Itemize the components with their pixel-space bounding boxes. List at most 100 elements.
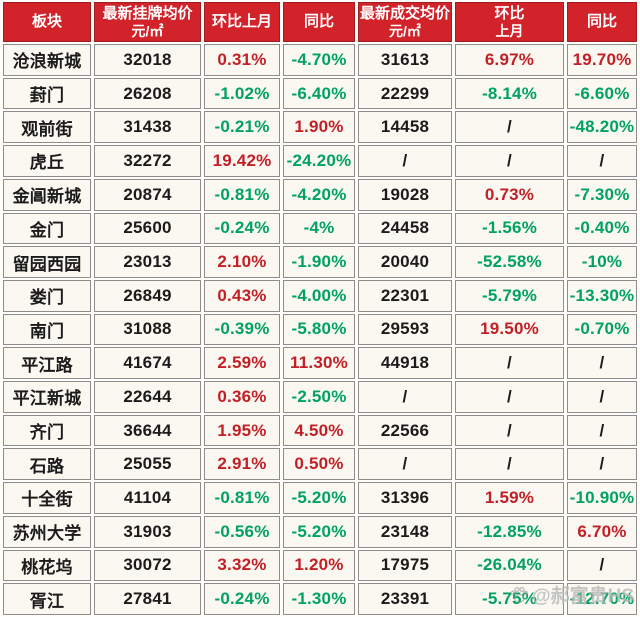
listing-avg-price: 22644 <box>94 381 201 413</box>
district-name: 南门 <box>3 313 91 346</box>
col-header-deal-yoy: 同比 <box>567 2 637 42</box>
listing-yoy-change: 4.50% <box>283 414 355 447</box>
district-name: 胥江 <box>3 583 91 615</box>
listing-mom-change: -0.24% <box>204 583 280 615</box>
deal-mom-change: -52.58% <box>455 246 564 278</box>
listing-yoy-change: -1.90% <box>283 246 355 278</box>
deal-yoy-change: / <box>567 414 637 447</box>
table-row: 平江路 41674 2.59% 11.30% 44918// <box>3 347 637 380</box>
deal-avg-price: 22566 <box>358 414 452 447</box>
listing-mom-change: -0.24% <box>204 212 280 245</box>
deal-avg-price: 17975 <box>358 549 452 582</box>
deal-yoy-change: 19.70% <box>567 44 637 76</box>
deal-mom-change: -5.79% <box>455 279 564 312</box>
listing-avg-price: 20874 <box>94 178 201 211</box>
deal-avg-price: / <box>358 145 452 177</box>
table-row: 南门 31088 -0.39% -5.80% 29593 19.50% -0.70% <box>3 313 637 346</box>
deal-avg-price: 23391 <box>358 583 452 615</box>
listing-yoy-change: 0.50% <box>283 448 355 481</box>
deal-avg-price: 22301 <box>358 279 452 312</box>
deal-yoy-change: -0.70% <box>567 313 637 346</box>
listing-yoy-change: 1.90% <box>283 111 355 144</box>
listing-yoy-change: -4.20% <box>283 178 355 211</box>
listing-avg-price: 23013 <box>94 246 201 278</box>
district-name: 齐门 <box>3 414 91 447</box>
district-name: 葑门 <box>3 77 91 110</box>
listing-yoy-change: -4% <box>283 212 355 245</box>
district-name: 石路 <box>3 448 91 481</box>
listing-yoy-change: -4.00% <box>283 279 355 312</box>
deal-mom-change: -1.56% <box>455 212 564 245</box>
table-row: 苏州大学 31903 -0.56% -5.20% 23148 -12.85% 6.70% <box>3 515 637 548</box>
deal-yoy-change: / <box>567 347 637 380</box>
listing-yoy-change: -4.70% <box>283 44 355 76</box>
district-name: 娄门 <box>3 279 91 312</box>
table-row: 平江新城 22644 0.36% -2.50% / / / <box>3 381 637 413</box>
deal-mom-change: -8.14% <box>455 77 564 110</box>
listing-avg-price: 31438 <box>94 111 201 144</box>
col-header-label: 板块 <box>31 13 62 31</box>
listing-mom-change: -1.02% <box>204 77 280 110</box>
listing-avg-price: 36644 <box>94 414 201 447</box>
col-header-district: 板块 <box>3 2 91 42</box>
col-header-listing-price: 最新挂牌均价 元/㎡ <box>94 2 201 42</box>
listing-mom-change: 19.42% <box>204 145 280 177</box>
deal-mom-change: 1.59% <box>455 482 564 514</box>
listing-avg-price: 41674 <box>94 347 201 380</box>
district-name: 桃花坞 <box>3 549 91 582</box>
table-row: 葑门 26208 -1.02% -6.40% 22299 -8.14% -6.60% <box>3 77 637 110</box>
listing-yoy-change: -24.20% <box>283 145 355 177</box>
listing-mom-change: 2.91% <box>204 448 280 481</box>
deal-mom-change: 19.50% <box>455 313 564 346</box>
col-header-label: 环比上月 <box>211 13 272 31</box>
table-row: 金阊新城 20874 -0.81% -4.20% 19028 0.73% -7.30% <box>3 178 637 211</box>
table-row: 虎丘 32272 19.42% -24.20% / / / <box>3 145 637 177</box>
deal-yoy-change: -10% <box>567 246 637 278</box>
deal-avg-price: 31396 <box>358 482 452 514</box>
deal-yoy-change: -10.90% <box>567 482 637 514</box>
listing-avg-price: 27841 <box>94 583 201 615</box>
listing-yoy-change: -5.80% <box>283 313 355 346</box>
col-header-listing-mom: 环比上月 <box>204 2 280 42</box>
col-header-deal-price: 最新成交均价 元/㎡ <box>358 2 452 42</box>
deal-avg-price: 14458 <box>358 111 452 144</box>
listing-mom-change: -0.81% <box>204 178 280 211</box>
table-row: 沧浪新城 32018 0.31% -4.70% 31613 6.97% 19.70% <box>3 44 637 76</box>
deal-yoy-change: -48.20% <box>567 111 637 144</box>
table-row: 留园西园 23013 2.10% -1.90% 20040 -52.58% -10% <box>3 246 637 278</box>
listing-mom-change: 1.95% <box>204 414 280 447</box>
listing-avg-price: 32272 <box>94 145 201 177</box>
district-name: 留园西园 <box>3 246 91 278</box>
district-name: 沧浪新城 <box>3 44 91 76</box>
col-header-label: 同比 <box>586 13 617 31</box>
deal-avg-price: 22299 <box>358 77 452 110</box>
listing-yoy-change: -6.40% <box>283 77 355 110</box>
col-header-label-line2: 上月 <box>495 22 524 39</box>
deal-avg-price: 24458 <box>358 212 452 245</box>
deal-yoy-change: / <box>567 549 637 582</box>
listing-avg-price: 31903 <box>94 515 201 548</box>
listing-yoy-change: -5.20% <box>283 482 355 514</box>
deal-mom-change: / <box>455 145 564 177</box>
district-name: 苏州大学 <box>3 515 91 548</box>
district-name: 金阊新城 <box>3 178 91 211</box>
col-header-unit: 元/㎡ <box>131 22 164 39</box>
listing-avg-price: 31088 <box>94 313 201 346</box>
table-row: 石路 25055 2.91% 0.50% / / / <box>3 448 637 481</box>
col-header-label: 同比 <box>303 13 334 31</box>
col-header-unit: 元/㎡ <box>389 22 421 39</box>
listing-mom-change: -0.21% <box>204 111 280 144</box>
listing-yoy-change: -2.50% <box>283 381 355 413</box>
listing-yoy-change: -1.30% <box>283 583 355 615</box>
listing-mom-change: 2.59% <box>204 347 280 380</box>
deal-mom-change: -12.85% <box>455 515 564 548</box>
deal-mom-change: / <box>455 414 564 447</box>
listing-avg-price: 25055 <box>94 448 201 481</box>
deal-yoy-change: -6.60% <box>567 77 637 110</box>
listing-yoy-change: 11.30% <box>283 347 355 380</box>
listing-mom-change: -0.56% <box>204 515 280 548</box>
listing-yoy-change: -5.20% <box>283 515 355 548</box>
table-row: 齐门 36644 1.95% 4.50% 22566// <box>3 414 637 447</box>
deal-yoy-change: / <box>567 381 637 413</box>
deal-mom-change: / <box>455 111 564 144</box>
